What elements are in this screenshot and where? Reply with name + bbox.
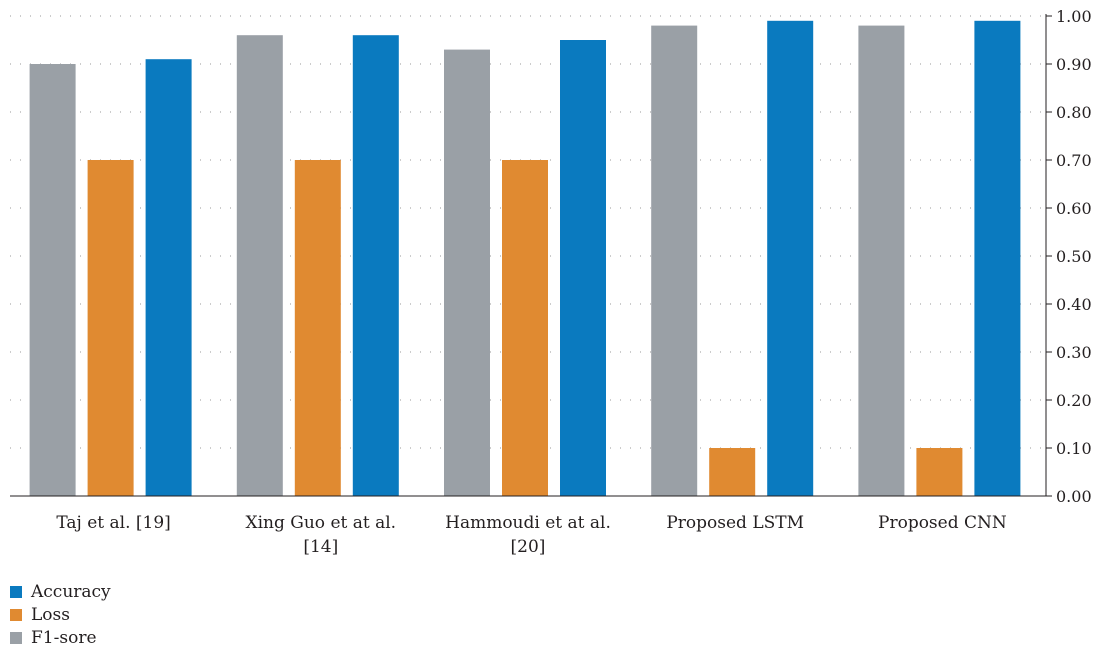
y-tick-label: 0.60 (1056, 199, 1092, 218)
bar-loss (294, 160, 341, 496)
legend-item-accuracy: Accuracy (10, 580, 111, 603)
bar-loss (916, 448, 963, 496)
y-tick-label: 1.00 (1056, 7, 1092, 26)
legend: Accuracy Loss F1-sore (10, 580, 111, 649)
x-tick-label-line: Proposed CNN (878, 513, 1007, 533)
legend-label-accuracy: Accuracy (31, 581, 111, 602)
x-tick-label-line: Proposed LSTM (666, 513, 804, 533)
legend-label-f1-sore: F1-sore (31, 627, 97, 648)
x-tick-label: Proposed LSTM (666, 513, 804, 533)
y-tick-label: 0.30 (1056, 343, 1092, 362)
x-tick-label: Proposed CNN (878, 513, 1007, 533)
x-tick-label-line: Hammoudi et at al. (445, 513, 611, 533)
x-tick-label: Taj et al. [19] (56, 513, 170, 533)
bar-f1-sore (29, 64, 76, 496)
bar-f1-sore (444, 49, 490, 496)
y-tick-label: 0.80 (1056, 103, 1092, 122)
legend-item-f1-sore: F1-sore (10, 626, 111, 649)
bar-f1-sore (651, 25, 698, 496)
x-axis-labels: Taj et al. [19] Xing Guo et at al. [14] Ham… (56, 513, 1006, 557)
bar-loss (502, 160, 548, 496)
bar-accuracy (767, 20, 814, 497)
legend-swatch-f1-sore (10, 631, 22, 644)
legend-label-loss: Loss (31, 604, 70, 625)
bar-loss (709, 448, 756, 496)
y-tick-label: 0.90 (1056, 55, 1092, 74)
bars (29, 20, 1021, 497)
bar-accuracy (352, 35, 399, 496)
y-tick-label: 0.00 (1056, 487, 1092, 506)
x-tick-label-line: Taj et al. [19] (56, 513, 170, 533)
bar-loss (87, 160, 134, 496)
bar-f1-sore (236, 35, 283, 496)
y-tick-label: 0.50 (1056, 247, 1092, 266)
y-tick-label: 0.20 (1056, 391, 1092, 410)
y-axis: 0.00 0.10 0.20 0.30 0.40 0.50 0.60 0.70 0.80 0.90… (10, 7, 1092, 506)
legend-swatch-accuracy (10, 585, 22, 598)
legend-item-loss: Loss (10, 603, 111, 626)
y-tick-label: 0.10 (1056, 439, 1092, 458)
bar-accuracy (974, 20, 1021, 497)
bar-accuracy (560, 40, 606, 496)
legend-swatch-loss (10, 608, 22, 621)
x-tick-label: Xing Guo et at al. [14] (246, 513, 397, 557)
x-tick-label: Hammoudi et at al. [20] (445, 513, 611, 557)
bar-chart: 0.00 0.10 0.20 0.30 0.40 0.50 0.60 0.70 0.80 0.90… (10, 7, 1092, 557)
x-tick-label-line: [14] (303, 537, 338, 557)
x-tick-label-line: Xing Guo et at al. (246, 513, 397, 533)
bar-f1-sore (858, 25, 905, 496)
y-tick-label: 0.40 (1056, 295, 1092, 314)
x-tick-label-line: [20] (511, 537, 546, 557)
y-tick-label: 0.70 (1056, 151, 1092, 170)
bar-accuracy (145, 59, 192, 496)
